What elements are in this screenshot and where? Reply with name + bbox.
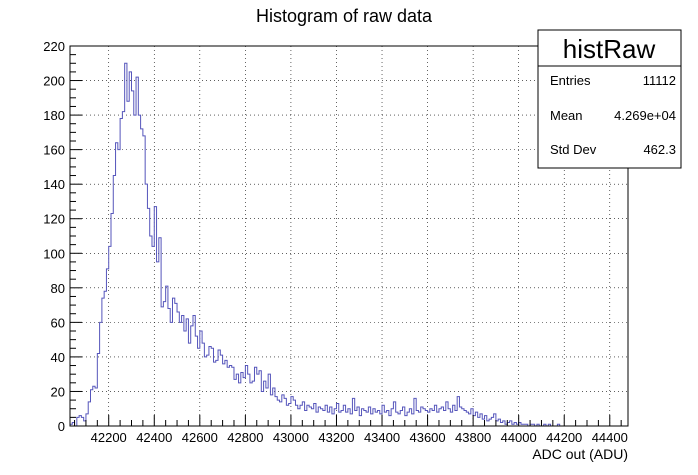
tick-labels: 42200 42400 42600 42800 43000 43200 43400 43600… xyxy=(43,39,628,445)
stats-mean-label: Mean xyxy=(550,108,583,123)
stats-mean-value: 4.269e+04 xyxy=(614,108,676,123)
x-tick-label: 43000 xyxy=(273,430,309,445)
y-tick-label: 60 xyxy=(51,315,65,330)
x-tick-label: 43400 xyxy=(364,430,400,445)
x-tick-label: 43200 xyxy=(318,430,354,445)
x-tick-label: 44000 xyxy=(501,430,537,445)
stats-box-frame xyxy=(537,29,682,169)
x-axis-title: ADC out (ADU) xyxy=(532,446,628,462)
x-tick-label: 43800 xyxy=(455,430,491,445)
x-tick-label: 44200 xyxy=(546,430,582,445)
x-tick-label: 42400 xyxy=(136,430,172,445)
y-tick-label: 100 xyxy=(43,246,65,261)
grid-lines xyxy=(70,46,628,426)
chart-title: Histogram of raw data xyxy=(256,6,433,26)
y-tick-label: 140 xyxy=(43,177,65,192)
y-tick-label: 80 xyxy=(51,281,65,296)
stats-box-title: histRaw xyxy=(563,34,656,64)
stats-stddev-value: 462.3 xyxy=(643,142,676,157)
x-tick-label: 44400 xyxy=(592,430,628,445)
y-tick-label: 120 xyxy=(43,212,65,227)
y-tick-label: 180 xyxy=(43,108,65,123)
stats-entries-label: Entries xyxy=(550,73,591,88)
histogram-outline xyxy=(69,62,583,427)
x-tick-label: 43600 xyxy=(409,430,445,445)
stats-stddev-label: Std Dev xyxy=(550,142,597,157)
axis-ticks xyxy=(70,45,622,427)
stats-entries-value: 11112 xyxy=(643,73,676,88)
y-tick-label: 40 xyxy=(51,350,65,365)
x-tick-label: 42600 xyxy=(182,430,218,445)
x-tick-label: 42200 xyxy=(91,430,127,445)
y-tick-label: 200 xyxy=(43,74,65,89)
x-tick-label: 42800 xyxy=(227,430,263,445)
stats-box: histRaw Entries 11112 Mean 4.269e+04 Std… xyxy=(537,29,682,169)
y-tick-label: 220 xyxy=(43,39,65,54)
y-tick-label: 20 xyxy=(51,384,65,399)
y-tick-label: 160 xyxy=(43,143,65,158)
y-tick-label: 0 xyxy=(58,419,65,434)
